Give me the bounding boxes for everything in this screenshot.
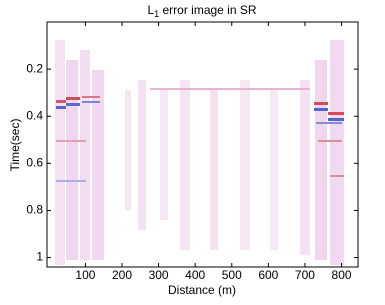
x-tick-label: 700 <box>295 268 315 282</box>
title-subscript: 1 <box>154 9 159 19</box>
y-tick-label: 1 <box>36 250 43 264</box>
x-tick-label: 500 <box>222 268 242 282</box>
chart-title: L1 error image in SR <box>147 3 256 19</box>
x-tick-label: 400 <box>185 268 205 282</box>
plot-frame <box>46 21 359 268</box>
y-tick-label: 0.2 <box>26 61 43 75</box>
y-tick-label: 0.4 <box>26 108 43 122</box>
x-tick-label: 100 <box>75 268 95 282</box>
y-tick-label: 0.8 <box>26 203 43 217</box>
x-tick-label: 800 <box>332 268 352 282</box>
x-tick-label: 200 <box>112 268 132 282</box>
title-rest: error image in SR <box>159 3 257 17</box>
seismic-image <box>55 40 344 265</box>
x-axis-label: Distance (m) <box>168 283 236 297</box>
y-axis-label: Time(sec) <box>8 119 22 172</box>
x-tick-label: 600 <box>258 268 278 282</box>
y-tick-label: 0.6 <box>26 156 43 170</box>
title-base: L <box>147 3 154 17</box>
x-tick-label: 300 <box>149 268 169 282</box>
